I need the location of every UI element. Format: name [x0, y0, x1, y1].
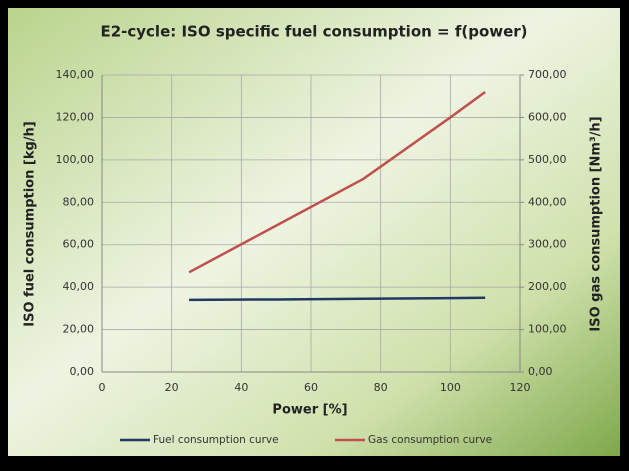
- y-tick-label: 80,00: [63, 195, 95, 208]
- y2-tick-label: 400,00: [528, 195, 567, 208]
- y-tick-label: 0,00: [70, 365, 95, 378]
- x-tick-label: 80: [374, 381, 388, 394]
- y-tick-label: 120,00: [56, 110, 95, 123]
- y2-tick-label: 0,00: [528, 365, 553, 378]
- y-tick-label: 140,00: [56, 68, 95, 81]
- y-tick-label: 100,00: [56, 153, 95, 166]
- y2-tick-label: 300,00: [528, 238, 567, 251]
- legend-label: Fuel consumption curve: [153, 434, 279, 446]
- x-tick-label: 40: [234, 381, 248, 394]
- y2-tick-label: 200,00: [528, 280, 567, 293]
- x-tick-label: 100: [440, 381, 461, 394]
- y-tick-label: 40,00: [63, 280, 95, 293]
- x-tick-label: 120: [510, 381, 531, 394]
- y-tick-label: 20,00: [63, 323, 95, 336]
- y2-axis-title: ISO gas consumption [Nm³/h]: [589, 116, 604, 331]
- x-tick-label: 20: [165, 381, 179, 394]
- x-axis-title: Power [%]: [272, 403, 347, 418]
- chart: E2-cycle: ISO specific fuel consumption …: [0, 0, 629, 471]
- y2-tick-label: 600,00: [528, 110, 567, 123]
- x-tick-label: 0: [99, 381, 106, 394]
- x-tick-label: 60: [304, 381, 318, 394]
- y2-tick-label: 700,00: [528, 68, 567, 81]
- y-tick-label: 60,00: [63, 238, 95, 251]
- legend-label: Gas consumption curve: [368, 434, 492, 446]
- y-axis-title: ISO fuel consumption [kg/h]: [23, 121, 38, 326]
- chart-title: E2-cycle: ISO specific fuel consumption …: [100, 23, 527, 41]
- y2-tick-label: 500,00: [528, 153, 567, 166]
- y2-tick-label: 100,00: [528, 323, 567, 336]
